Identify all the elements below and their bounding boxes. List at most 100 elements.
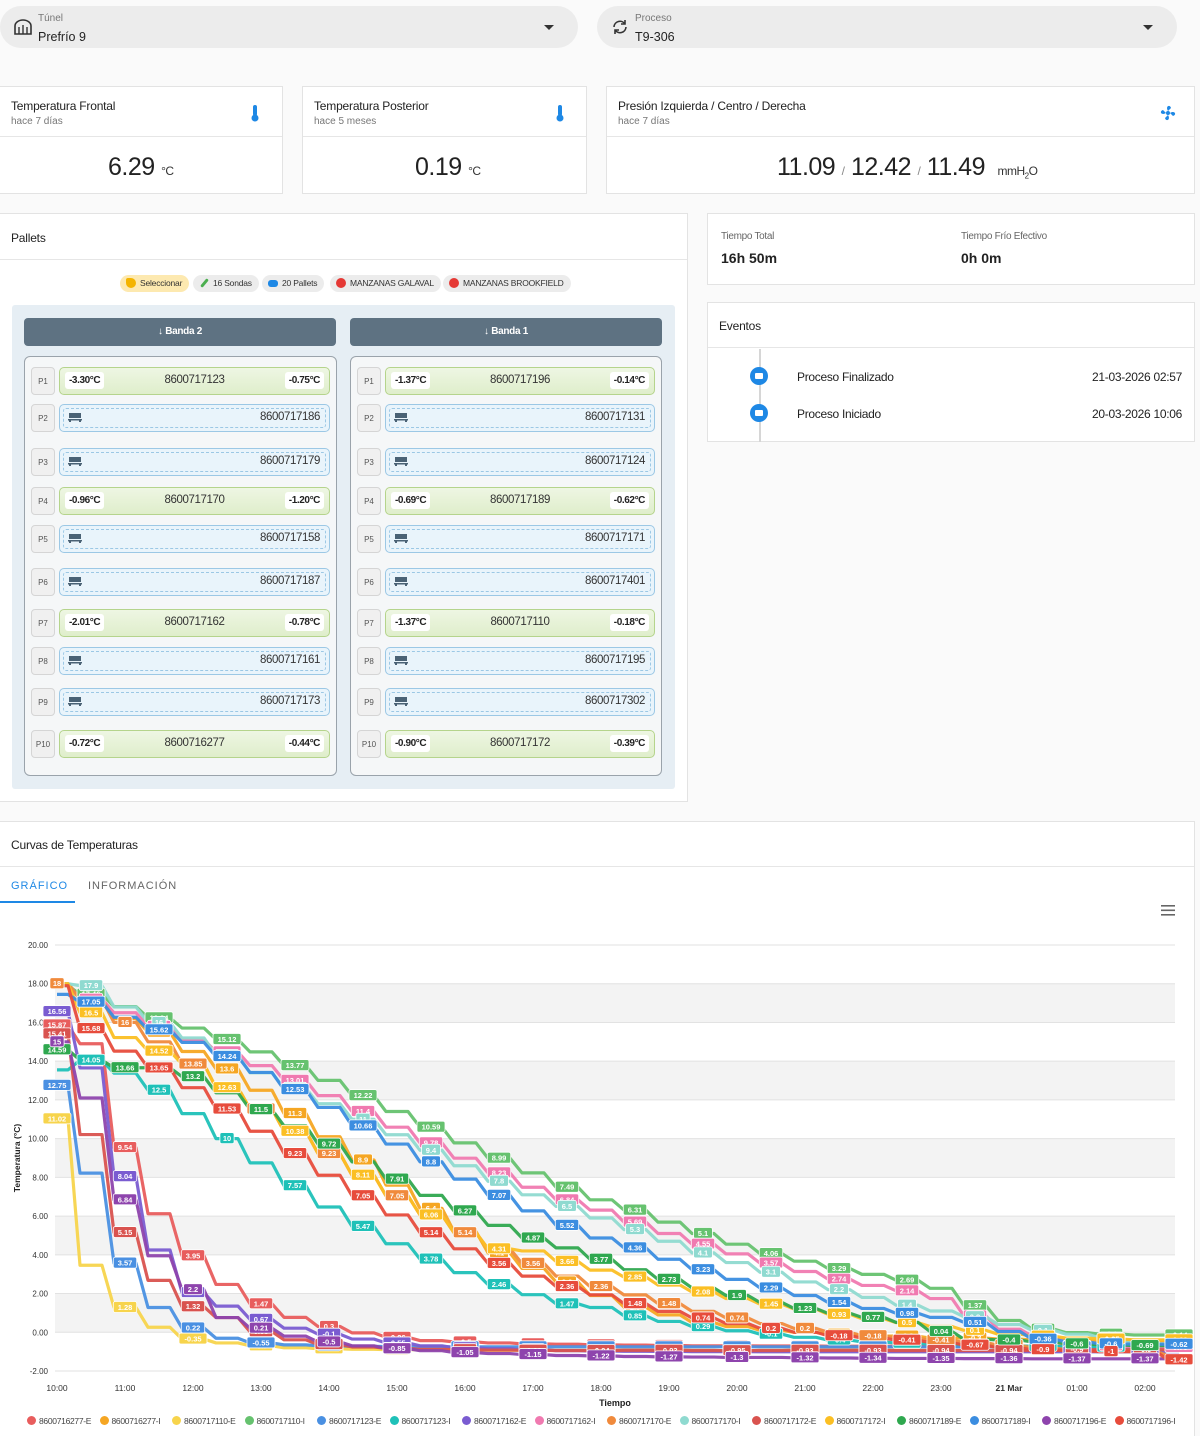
frontal-value-wrap: 6.29 °C — [108, 153, 174, 182]
legend-item[interactable]: 8600717162-I — [534, 1416, 596, 1426]
x-tick-label: 13:00 — [250, 1383, 272, 1393]
legend-item[interactable]: 8600717170-I — [679, 1416, 741, 1426]
data-label: -1.15 — [524, 1350, 541, 1359]
pallet-cell[interactable]: 8600717158 — [59, 525, 330, 553]
data-label: 4.06 — [764, 1249, 779, 1258]
pallet-row[interactable]: P4 -0.96°C 8600717170 -1.20°C — [31, 487, 330, 515]
legend-dot — [534, 1416, 544, 1425]
legend-item[interactable]: 8600717123-E — [317, 1416, 381, 1426]
data-label: 16 — [155, 1018, 163, 1027]
legend-item[interactable]: 8600717170-E — [607, 1416, 671, 1426]
pallet-row[interactable]: P2 8600717186 — [31, 404, 330, 432]
data-label-bg — [1064, 1337, 1090, 1350]
pallet-cell-sensor[interactable]: -0.96°C 8600717170 -1.20°C — [59, 487, 330, 515]
pallet-row[interactable]: P3 8600717179 — [31, 448, 330, 476]
data-label: 1.48 — [628, 1299, 643, 1308]
data-label-bg — [520, 1256, 546, 1269]
legend-item[interactable]: 8600717162-E — [462, 1416, 526, 1426]
pallet-row[interactable]: P2 8600717131 — [357, 404, 655, 432]
product-chip-galaval[interactable]: MANZANAS GALAVAL — [330, 275, 441, 292]
data-label-bg — [382, 1342, 412, 1355]
pallet-row[interactable]: P6 8600717401 — [357, 568, 655, 596]
data-label: 0.93 — [832, 1310, 847, 1319]
pallet-cell-sensor[interactable]: -0.69°C 8600717189 -0.62°C — [385, 487, 655, 515]
legend-item[interactable]: 8600717172-E — [752, 1416, 816, 1426]
pallet-row[interactable]: P5 8600717158 — [31, 525, 330, 553]
pallet-code: 8600717302 — [585, 695, 645, 707]
pallet-row[interactable]: P9 8600717173 — [31, 688, 330, 716]
data-label: -1.35 — [932, 1354, 949, 1363]
pallet-row[interactable]: P5 8600717171 — [357, 525, 655, 553]
legend-item[interactable]: 8600717172-I — [824, 1416, 886, 1426]
data-label-bg — [826, 1307, 852, 1320]
legend-label: 8600717123-I — [401, 1416, 451, 1426]
product-chip-brookfield[interactable]: MANZANAS BROOKFIELD — [443, 275, 571, 292]
tab-informacion[interactable]: INFORMACIÓN — [88, 880, 178, 892]
data-label: 1.48 — [662, 1299, 677, 1308]
proceso-select[interactable]: Proceso T9-306 — [597, 6, 1177, 48]
tunel-select[interactable]: Túnel Prefrío 9 — [0, 6, 578, 48]
pallet-cell[interactable]: 8600717186 — [59, 404, 330, 432]
pallet-position: P2 — [357, 404, 381, 432]
pallet-cell[interactable]: 8600717302 — [385, 688, 655, 716]
pallet-cell-sensor[interactable]: -2.01°C 8600717162 -0.78°C — [59, 609, 330, 637]
pallet-row[interactable]: P7 -2.01°C 8600717162 -0.78°C — [31, 609, 330, 637]
pallet-cell-sensor[interactable]: -0.72°C 8600716277 -0.44°C — [59, 730, 330, 758]
data-label-bg — [42, 1078, 72, 1091]
pallet-row[interactable]: P6 8600717187 — [31, 568, 330, 596]
pallet-code: 8600717189 — [490, 494, 550, 506]
data-label-bg — [384, 1189, 410, 1202]
data-label: 4.1 — [698, 1248, 708, 1257]
legend-item[interactable]: 8600717196-I — [1114, 1416, 1176, 1426]
legend-item[interactable]: 8600717123-I — [389, 1416, 451, 1426]
legend-item[interactable]: 8600717110-I — [244, 1416, 305, 1426]
pallet-row[interactable]: P1 -3.30°C 8600717123 -0.75°C — [31, 367, 330, 395]
data-label-bg — [994, 1352, 1024, 1365]
pallet-row[interactable]: P10 -0.72°C 8600716277 -0.44°C — [31, 730, 330, 758]
pallet-cell[interactable]: 8600717195 — [385, 647, 655, 675]
hamburger-menu-icon[interactable] — [1161, 905, 1175, 916]
pallet-cell[interactable]: 8600717401 — [385, 568, 655, 596]
seleccionar-chip[interactable]: Seleccionar — [120, 275, 190, 292]
pallet-cell-sensor[interactable]: -1.37°C 8600717196 -0.14°C — [385, 367, 655, 395]
pallet-row[interactable]: P3 8600717124 — [357, 448, 655, 476]
pallet-cell-sensor[interactable]: -1.37°C 8600717110 -0.18°C — [385, 609, 655, 637]
band-1-header[interactable]: ↓ Banda 1 — [350, 318, 662, 346]
pallet-icon — [68, 577, 82, 586]
data-label-bg — [656, 1297, 682, 1310]
legend-item[interactable]: 8600717189-E — [897, 1416, 961, 1426]
pallet-cell[interactable]: 8600717173 — [59, 688, 330, 716]
pallet-cell[interactable]: 8600717179 — [59, 448, 330, 476]
pallet-cell[interactable]: 8600717187 — [59, 568, 330, 596]
data-label-bg — [758, 1281, 784, 1294]
data-label: 2.74 — [832, 1275, 847, 1284]
pallet-cell[interactable]: 8600717124 — [385, 448, 655, 476]
legend-item[interactable]: 8600717110-E — [172, 1416, 236, 1426]
band-2-header[interactable]: ↓ Banda 2 — [24, 318, 336, 346]
pallet-row[interactable]: P8 8600717195 — [357, 647, 655, 675]
pallet-row[interactable]: P7 -1.37°C 8600717110 -0.18°C — [357, 609, 655, 637]
data-label-bg — [42, 1112, 72, 1125]
temperatura-posterior-card: Temperatura Posterior hace 5 meses 0.19 … — [302, 86, 587, 194]
pallet-row[interactable]: P8 8600717161 — [31, 647, 330, 675]
pallet-cell-sensor[interactable]: -3.30°C 8600717123 -0.75°C — [59, 367, 330, 395]
pallet-row[interactable]: P10 -0.90°C 8600717172 -0.39°C — [357, 730, 655, 758]
pallets-chip[interactable]: 20 Pallets — [262, 275, 325, 292]
legend-item[interactable]: 8600717196-E — [1042, 1416, 1106, 1426]
sondas-chip[interactable]: 16 Sondas — [193, 275, 259, 292]
grid-band — [55, 1138, 1175, 1178]
pallet-cell[interactable]: 8600717171 — [385, 525, 655, 553]
pallet-cell[interactable]: 8600717131 — [385, 404, 655, 432]
legend-item[interactable]: 8600716277-I — [99, 1416, 161, 1426]
pallet-cell[interactable]: 8600717161 — [59, 647, 330, 675]
pallet-cell-sensor[interactable]: -0.90°C 8600717172 -0.39°C — [385, 730, 655, 758]
legend-item[interactable]: 8600716277-E — [27, 1416, 91, 1426]
chevron-down-icon — [544, 25, 554, 30]
pallet-row[interactable]: P9 8600717302 — [357, 688, 655, 716]
pallet-row[interactable]: P1 -1.37°C 8600717196 -0.14°C — [357, 367, 655, 395]
tab-grafico[interactable]: GRÁFICO — [11, 880, 69, 892]
pallet-icon — [68, 656, 82, 665]
legend-item[interactable]: 8600717189-I — [969, 1416, 1031, 1426]
pallet-row[interactable]: P4 -0.69°C 8600717189 -0.62°C — [357, 487, 655, 515]
data-label: 13.85 — [184, 1060, 203, 1069]
